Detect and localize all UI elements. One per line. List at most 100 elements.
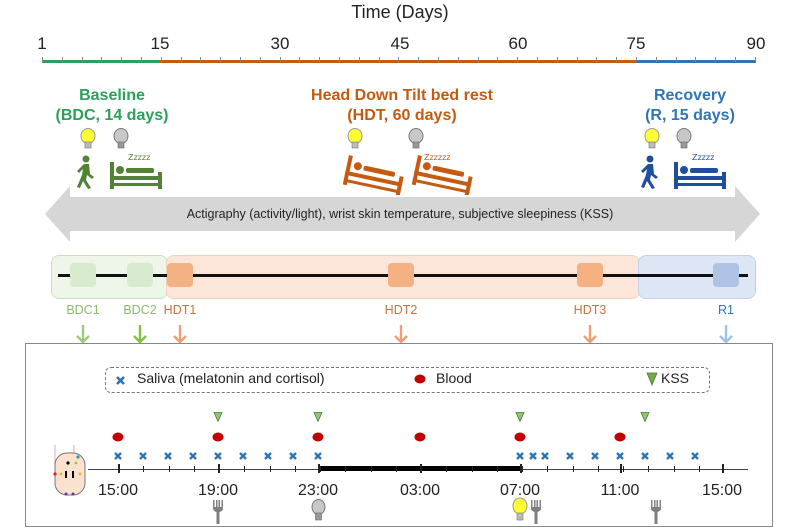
day-tick bbox=[577, 57, 578, 62]
session-marker-r1 bbox=[713, 263, 739, 287]
meal-fork-icon bbox=[531, 500, 541, 524]
kss-marker bbox=[213, 412, 223, 423]
session-marker-hdt2 bbox=[388, 263, 414, 287]
kss-legend-icon bbox=[646, 372, 658, 386]
hour-major-tick bbox=[420, 464, 422, 473]
baseline-title: Baseline bbox=[79, 87, 145, 104]
hour-tick bbox=[573, 466, 574, 472]
time-axis-title: Time (Days) bbox=[351, 2, 449, 22]
hour-tick bbox=[674, 466, 675, 472]
day-tick bbox=[418, 57, 419, 62]
session-label: HDT1 bbox=[163, 303, 197, 317]
day-tick bbox=[42, 57, 43, 62]
day-tick bbox=[161, 57, 162, 62]
day-tick bbox=[695, 57, 696, 62]
blood-sample-marker bbox=[212, 432, 224, 442]
day-tick bbox=[636, 57, 637, 62]
meal-fork-icon bbox=[651, 500, 661, 524]
day-tick-label: 1 bbox=[37, 34, 47, 53]
svg-text:Zzzzzz: Zzzzzz bbox=[424, 153, 450, 162]
hour-tick bbox=[648, 466, 649, 472]
session-marker-bdc1 bbox=[70, 263, 96, 287]
day-tick bbox=[537, 57, 538, 62]
tilted-sleeping-bed-icon: Zzzzzz bbox=[412, 153, 473, 195]
hour-tick bbox=[143, 466, 144, 472]
hour-major-tick bbox=[620, 464, 622, 473]
saliva-sample-marker bbox=[314, 452, 322, 460]
hour-tick bbox=[194, 466, 195, 472]
continuous-measures-arrow bbox=[45, 186, 760, 242]
day-tick bbox=[200, 57, 201, 62]
light-on-bulb-icon bbox=[347, 128, 363, 149]
blood-sample-marker bbox=[514, 432, 526, 442]
light-off-bulb-icon bbox=[676, 128, 692, 149]
saliva-sample-marker bbox=[239, 452, 247, 460]
day-tick bbox=[319, 57, 320, 62]
blood-legend-icon bbox=[414, 374, 426, 384]
participant-sensors-icon bbox=[53, 445, 86, 496]
session-marker-hdt3 bbox=[577, 263, 603, 287]
hour-tick bbox=[371, 466, 372, 472]
hour-major-tick bbox=[218, 464, 220, 473]
hour-tick bbox=[295, 466, 296, 472]
day-tick bbox=[656, 57, 657, 62]
saliva-sample-marker bbox=[164, 452, 172, 460]
kss-marker bbox=[515, 412, 525, 423]
hour-major-tick bbox=[318, 464, 320, 473]
down-arrow-icon bbox=[394, 325, 408, 344]
recovery-phase-title: Recovery (R, 15 days) bbox=[645, 86, 735, 126]
day-tick bbox=[62, 57, 63, 62]
meal-fork-icon bbox=[213, 500, 223, 524]
hour-tick bbox=[270, 466, 271, 472]
day-tick bbox=[517, 57, 518, 62]
saliva-sample-marker bbox=[139, 452, 147, 460]
hour-major-tick bbox=[520, 464, 522, 473]
day-tick bbox=[379, 57, 380, 62]
hour-major-tick bbox=[722, 464, 724, 473]
day-tick-label: 30 bbox=[270, 34, 290, 53]
light-on-bulb-icon bbox=[644, 128, 660, 149]
session-label: BDC2 bbox=[123, 303, 157, 317]
walking-person-icon bbox=[641, 155, 658, 189]
saliva-legend-icon bbox=[116, 376, 125, 385]
day-tick bbox=[398, 57, 399, 62]
hour-tick bbox=[244, 466, 245, 472]
hour-tick bbox=[169, 466, 170, 472]
day-tick bbox=[240, 57, 241, 62]
hour-tick bbox=[497, 466, 498, 472]
hour-tick bbox=[345, 466, 346, 472]
kss-marker bbox=[313, 412, 323, 423]
blood-sample-marker bbox=[112, 432, 124, 442]
day-tick bbox=[755, 57, 756, 62]
hour-tick bbox=[421, 466, 422, 472]
day-tick bbox=[141, 57, 142, 62]
hour-label: 11:00 bbox=[600, 482, 640, 499]
hour-tick bbox=[699, 466, 700, 472]
down-arrow-icon bbox=[719, 325, 733, 344]
day-tick bbox=[497, 57, 498, 62]
down-arrow-icon bbox=[133, 325, 147, 344]
day-tick bbox=[339, 57, 340, 62]
session-label: HDT2 bbox=[384, 303, 418, 317]
walking-person-icon bbox=[77, 155, 94, 189]
saliva-sample-marker bbox=[666, 452, 674, 460]
svg-text:Zzzzz: Zzzzz bbox=[692, 153, 714, 162]
hdt-title: Head Down Tilt bed rest bbox=[311, 87, 493, 104]
day-tick-label: 15 bbox=[150, 34, 170, 53]
hour-tick bbox=[320, 466, 321, 472]
recovery-subtitle: (R, 15 days) bbox=[645, 107, 735, 124]
day-tick bbox=[557, 57, 558, 62]
saliva-sample-marker bbox=[691, 452, 699, 460]
hour-tick bbox=[472, 466, 473, 472]
blood-legend-label: Blood bbox=[436, 370, 472, 386]
saliva-sample-marker bbox=[616, 452, 624, 460]
saliva-sample-marker bbox=[289, 452, 297, 460]
baseline-subtitle: (BDC, 14 days) bbox=[55, 107, 169, 124]
svg-text:Zzzzz: Zzzzz bbox=[128, 153, 150, 162]
session-label: BDC1 bbox=[66, 303, 100, 317]
day-tick bbox=[82, 57, 83, 62]
hour-label: 19:00 bbox=[197, 482, 239, 499]
baseline-phase-title: Baseline (BDC, 14 days) bbox=[56, 86, 169, 126]
blood-sample-marker bbox=[414, 432, 426, 442]
day-tick bbox=[735, 57, 736, 62]
